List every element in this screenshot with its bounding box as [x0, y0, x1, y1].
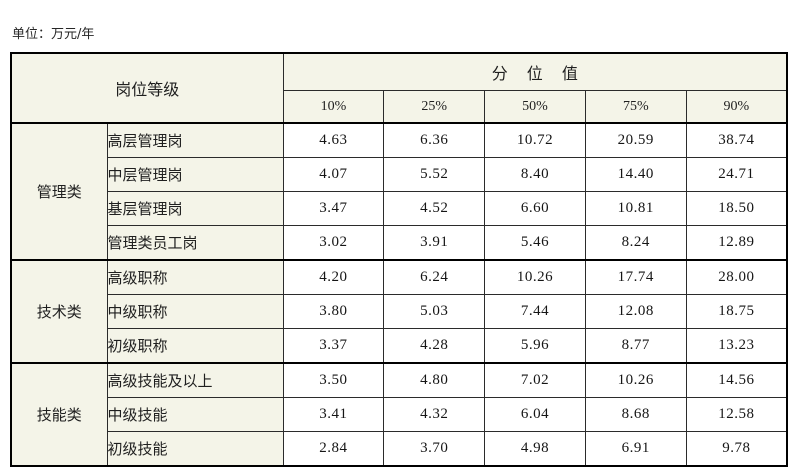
value-cell: 18.50 — [685, 191, 788, 226]
table-header: 岗位等级 分 位 值 10% 25% 50% 75% 90% — [10, 52, 788, 124]
value-cell: 6.91 — [584, 431, 687, 467]
table-row: 基层管理岗 3.47 4.52 6.60 10.81 18.50 — [11, 191, 788, 226]
value-cell: 6.36 — [383, 122, 486, 158]
level-label-cell: 高级职称 — [106, 259, 284, 295]
header-percentile-90: 90% — [685, 90, 788, 124]
value-cell: 4.20 — [282, 259, 385, 295]
value-cell: 6.24 — [383, 259, 486, 295]
header-percentile-75: 75% — [584, 90, 687, 124]
payscale-table: 岗位等级 分 位 值 10% 25% 50% 75% 90% 管理类 高层管理岗 4… — [10, 52, 789, 467]
level-label-cell: 高层管理岗 — [106, 122, 284, 158]
value-cell: 3.50 — [282, 362, 385, 398]
value-cell: 5.52 — [383, 157, 486, 192]
value-cell: 10.26 — [584, 362, 687, 398]
value-cell: 4.80 — [383, 362, 486, 398]
value-cell: 3.70 — [383, 431, 486, 467]
value-cell: 17.74 — [584, 259, 687, 295]
value-cell: 3.37 — [282, 328, 385, 364]
value-cell: 12.89 — [685, 225, 788, 261]
value-cell: 8.40 — [484, 157, 586, 192]
value-cell: 4.28 — [383, 328, 486, 364]
table-row: 初级技能 2.84 3.70 4.98 6.91 9.78 — [11, 431, 788, 467]
value-cell: 20.59 — [584, 122, 687, 158]
value-cell: 3.02 — [282, 225, 385, 261]
value-cell: 4.63 — [282, 122, 385, 158]
header-row-percentiles: 10% 25% 50% 75% 90% — [11, 90, 788, 124]
header-percentile-50: 50% — [484, 90, 586, 124]
header-job-level: 岗位等级 — [10, 52, 284, 124]
table-row: 中层管理岗 4.07 5.52 8.40 14.40 24.71 — [11, 157, 788, 192]
value-cell: 5.03 — [383, 294, 486, 329]
value-cell: 9.78 — [685, 431, 788, 467]
value-cell: 3.41 — [282, 397, 385, 432]
level-label-cell: 中级职称 — [106, 294, 284, 329]
header-row-primary: 岗位等级 分 位 值 — [10, 52, 788, 124]
value-cell: 3.80 — [282, 294, 385, 329]
value-cell: 7.44 — [484, 294, 586, 329]
level-label-cell: 初级技能 — [106, 431, 284, 467]
table-body: 管理类 高层管理岗 4.63 6.36 10.72 20.59 38.74 中层管理岗 4.07… — [10, 122, 788, 467]
value-cell: 4.98 — [484, 431, 586, 467]
value-cell: 4.32 — [383, 397, 486, 432]
value-cell: 4.07 — [282, 157, 385, 192]
table-row: 中级技能 3.41 4.32 6.04 8.68 12.58 — [11, 397, 788, 432]
level-label-cell: 高级技能及以上 — [106, 362, 284, 398]
value-cell: 10.81 — [584, 191, 687, 226]
value-cell: 6.04 — [484, 397, 586, 432]
level-label-cell: 中级技能 — [106, 397, 284, 432]
level-label-cell: 初级职称 — [106, 328, 284, 364]
header-percentile-10: 10% — [282, 90, 385, 124]
value-cell: 5.96 — [484, 328, 586, 364]
value-cell: 10.26 — [484, 259, 586, 295]
group-label-cell: 技术类 — [10, 259, 108, 364]
value-cell: 10.72 — [484, 122, 586, 158]
value-cell: 14.40 — [584, 157, 687, 192]
table-row: 初级职称 3.37 4.28 5.96 8.77 13.23 — [11, 328, 788, 364]
group-label-cell: 技能类 — [10, 362, 108, 467]
table-row: 技术类 高级职称 4.20 6.24 10.26 17.74 28.00 — [10, 259, 788, 364]
header-percentile-25: 25% — [383, 90, 486, 124]
payscale-table-container: 岗位等级 分 位 值 10% 25% 50% 75% 90% 管理类 高层管理岗 4… — [10, 52, 789, 467]
table-row: 管理类 高层管理岗 4.63 6.36 10.72 20.59 38.74 — [10, 122, 788, 261]
level-label-cell: 中层管理岗 — [106, 157, 284, 192]
group-label-cell: 管理类 — [10, 122, 108, 261]
table-row: 管理类员工岗 3.02 3.91 5.46 8.24 12.89 — [11, 225, 788, 261]
value-cell: 14.56 — [685, 362, 788, 398]
value-cell: 18.75 — [685, 294, 788, 329]
value-cell: 3.47 — [282, 191, 385, 226]
value-cell: 6.60 — [484, 191, 586, 226]
table-row: 中级职称 3.80 5.03 7.44 12.08 18.75 — [11, 294, 788, 329]
value-cell: 8.24 — [584, 225, 687, 261]
value-cell: 8.68 — [584, 397, 687, 432]
value-cell: 8.77 — [584, 328, 687, 364]
value-cell: 5.46 — [484, 225, 586, 261]
value-cell: 2.84 — [282, 431, 385, 467]
value-cell: 28.00 — [685, 259, 788, 295]
unit-note: 单位：万元/年 — [12, 27, 95, 42]
level-label-cell: 管理类员工岗 — [106, 225, 284, 261]
value-cell: 7.02 — [484, 362, 586, 398]
value-cell: 12.58 — [685, 397, 788, 432]
value-cell: 12.08 — [584, 294, 687, 329]
header-percentile-group: 分 位 值 — [282, 52, 788, 91]
value-cell: 13.23 — [685, 328, 788, 364]
value-cell: 4.52 — [383, 191, 486, 226]
value-cell: 3.91 — [383, 225, 486, 261]
level-label-cell: 基层管理岗 — [106, 191, 284, 226]
value-cell: 38.74 — [685, 122, 788, 158]
table-row: 技能类 高级技能及以上 3.50 4.80 7.02 10.26 14.56 — [10, 362, 788, 467]
value-cell: 24.71 — [685, 157, 788, 192]
